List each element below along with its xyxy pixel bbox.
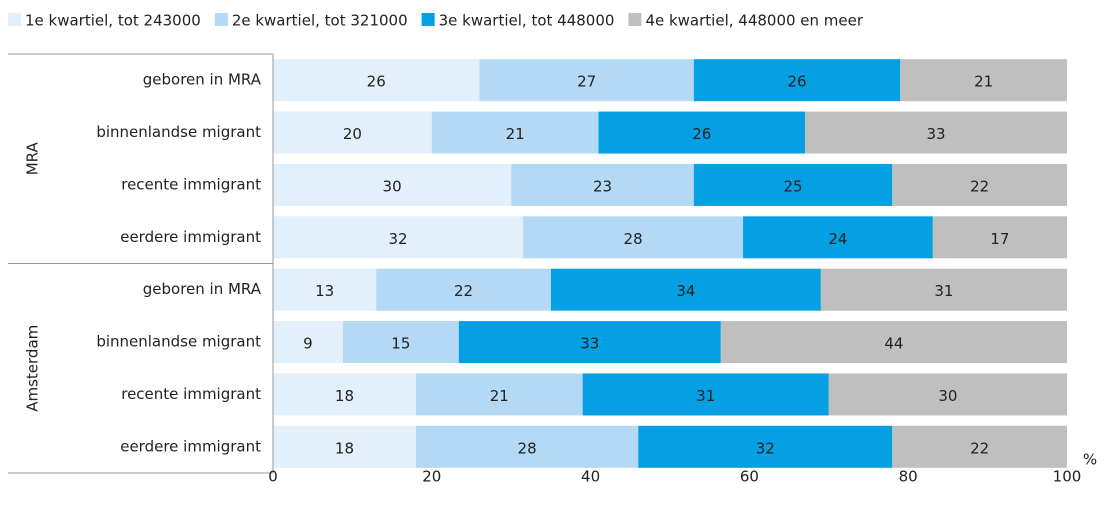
bar-segment [273,373,416,416]
bar-segment [273,163,512,206]
y-tick-label: eerdere immigrant [120,437,261,455]
y-tick-label: geboren in MRA [143,71,262,89]
data-label: 31 [934,282,953,300]
data-label: 22 [454,282,473,300]
data-label: 20 [343,125,362,143]
x-tick-label: 40 [581,468,600,486]
bar-segment [638,425,893,468]
bar-segment [900,59,1067,102]
group-label: Amsterdam [24,325,42,412]
data-label: 15 [391,335,410,353]
x-tick-label: 60 [740,468,759,486]
data-label: 9 [303,335,313,353]
x-tick-label: 100 [1053,468,1082,486]
bar-segment [820,268,1067,311]
legend-swatch [628,13,642,26]
data-label: 22 [970,177,989,195]
data-label: 30 [938,387,957,405]
data-label: 31 [696,387,715,405]
data-label: 21 [974,73,993,91]
legend-swatch [214,13,228,26]
data-label: 17 [990,230,1009,248]
bar-segment [892,163,1067,206]
legend-label: 1e kwartiel, tot 243000 [25,12,201,30]
data-label: 33 [580,335,599,353]
bar-segment [804,111,1067,154]
y-tick-label: geboren in MRA [143,280,262,298]
x-tick-label: 0 [268,468,278,486]
data-label: 26 [692,125,711,143]
data-label: 26 [787,73,806,91]
unit-label: % [1083,451,1097,469]
bar-segment [693,59,901,102]
legend-label: 4e kwartiel, 448000 en meer [645,12,863,30]
bar-segment [273,425,416,468]
data-label: 28 [624,230,643,248]
data-label: 34 [676,282,695,300]
bar-segment [458,321,721,364]
data-label: 26 [367,73,386,91]
bar-segment [376,268,551,311]
bar-segment [828,373,1067,416]
y-tick-label: recente immigrant [121,175,261,193]
data-label: 24 [828,230,847,248]
data-label: 21 [506,125,525,143]
data-label: 23 [593,177,612,195]
data-label: 32 [756,439,775,457]
group-label: MRA [24,142,42,176]
bar-segment [720,321,1067,364]
data-label: 27 [577,73,596,91]
data-label: 32 [389,230,408,248]
data-label: 25 [784,177,803,195]
legend-label: 2e kwartiel, tot 321000 [232,12,408,30]
data-label: 21 [490,387,509,405]
bar-segment [892,425,1067,468]
bar-segment [523,216,744,259]
data-label: 18 [335,387,354,405]
y-tick-label: binnenlandse migrant [96,333,261,351]
bar-segment [273,321,343,364]
legend-swatch [8,13,21,26]
bar-segment [415,373,583,416]
bar-segment [932,216,1067,259]
x-tick-label: 20 [422,468,441,486]
legend-swatch [421,13,435,26]
bar-segment [598,111,805,154]
bar-segment [415,425,639,468]
bar-segment [273,59,480,102]
y-tick-label: eerdere immigrant [120,228,261,246]
bar-segment [582,373,829,416]
bar-segment [273,111,432,154]
data-label: 30 [383,177,402,195]
bar-segment [693,163,893,206]
bar-segment [342,321,459,364]
data-label: 28 [518,439,537,457]
bar-segment [431,111,599,154]
data-label: 44 [884,335,903,353]
legend-label: 3e kwartiel, tot 448000 [439,12,615,30]
y-tick-label: recente immigrant [121,385,261,403]
bar-segment [479,59,694,102]
bar-segment [273,268,377,311]
data-label: 22 [970,439,989,457]
bar-segment [273,216,524,259]
bar-segment [550,268,821,311]
data-label: 18 [335,439,354,457]
data-label: 33 [926,125,945,143]
y-tick-label: binnenlandse migrant [96,123,261,141]
bar-segment [743,216,933,259]
data-label: 13 [315,282,334,300]
bar-segment [511,163,694,206]
x-tick-label: 80 [899,468,918,486]
